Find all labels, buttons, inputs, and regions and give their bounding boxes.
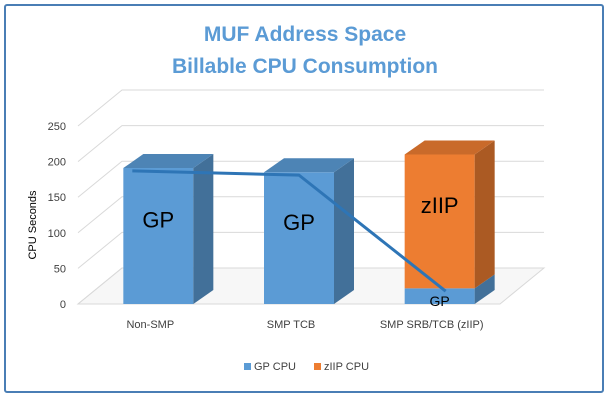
bar-top: [123, 154, 214, 169]
grid-line: [77, 125, 544, 162]
legend-item-label: zIIP CPU: [324, 361, 369, 373]
grid-line: [77, 267, 544, 305]
bar-front: [404, 154, 475, 289]
bar-top: [264, 158, 354, 173]
grid-line: [77, 89, 544, 127]
chart-title-line-2: Billable CPU Consumption: [172, 55, 438, 78]
legend-swatch: [244, 363, 251, 370]
y-tick-label: 200: [48, 157, 66, 169]
grid-line: [77, 196, 544, 234]
y-axis-label: CPU Seconds: [27, 190, 39, 260]
bar-front: [404, 288, 475, 304]
segment-label: zIIP: [421, 193, 459, 218]
grid-line: [77, 231, 544, 269]
x-category-label: SMP SRB/TCB (zIIP): [380, 319, 484, 331]
y-tick-label: 0: [60, 299, 66, 311]
bar-top: [404, 140, 495, 155]
bar-side: [334, 158, 354, 304]
segment-label: GP: [142, 207, 174, 232]
y-tick-label: 150: [48, 192, 66, 204]
y-tick-label: 50: [54, 263, 66, 275]
bar-side: [474, 140, 495, 289]
bar-side: [474, 274, 495, 304]
bar-front: [123, 168, 194, 304]
chart-title-line-1: MUF Address Space: [204, 23, 406, 46]
segment-label: GP: [430, 293, 450, 309]
bar-side: [193, 154, 214, 304]
grid-line: [77, 160, 544, 198]
bar-ziip-2: [404, 140, 495, 289]
bar-front: [264, 172, 334, 304]
y-tick-label: 100: [48, 228, 66, 240]
segment-label: GP: [283, 210, 315, 235]
bar-gp-0: [123, 154, 214, 304]
bar-gp-2: [404, 274, 495, 304]
trend-line: [132, 169, 447, 293]
x-category-label: SMP TCB: [267, 319, 316, 331]
legend-swatch: [314, 363, 321, 370]
x-category-label: Non-SMP: [126, 319, 174, 331]
y-tick-label: 250: [48, 121, 66, 133]
legend-item-label: GP CPU: [254, 361, 296, 373]
